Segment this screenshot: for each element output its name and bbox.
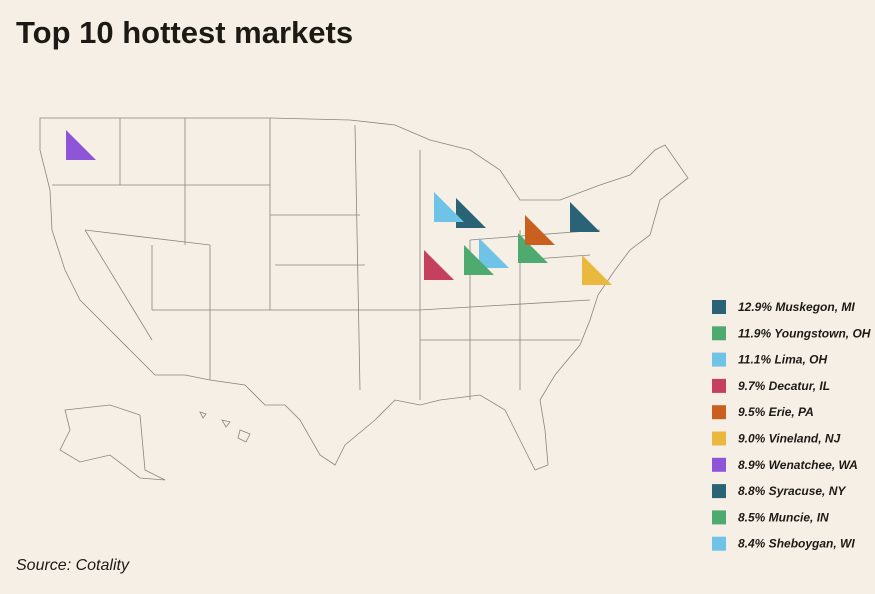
legend-swatch bbox=[712, 457, 726, 472]
market-marker bbox=[464, 245, 494, 275]
legend-swatch bbox=[712, 484, 726, 499]
legend-label: 11.1% Lima, OH bbox=[738, 353, 827, 367]
legend-label: 12.9% Muskegon, MI bbox=[738, 300, 855, 314]
legend-swatch bbox=[712, 510, 726, 525]
market-marker bbox=[570, 202, 600, 232]
legend-label: 8.5% Muncie, IN bbox=[738, 510, 829, 524]
legend-swatch bbox=[712, 352, 726, 367]
legend-swatch bbox=[712, 536, 726, 551]
markers bbox=[66, 130, 612, 285]
legend-label: 9.7% Decatur, IL bbox=[738, 379, 830, 393]
market-marker bbox=[582, 255, 612, 285]
market-marker bbox=[424, 250, 454, 280]
market-marker bbox=[456, 198, 486, 228]
market-marker bbox=[479, 238, 509, 268]
legend: 12.9% Muskegon, MI 11.9% Youngstown, OH 11… bbox=[712, 300, 871, 551]
market-marker bbox=[66, 130, 96, 160]
market-marker bbox=[525, 215, 555, 245]
legend-swatch bbox=[712, 326, 726, 341]
source: Source: Cotality bbox=[16, 557, 130, 574]
legend-label: 8.8% Syracuse, NY bbox=[738, 484, 846, 498]
legend-label: 8.4% Sheboygan, WI bbox=[738, 537, 855, 551]
market-marker bbox=[434, 192, 464, 222]
legend-swatch bbox=[712, 405, 726, 420]
legend-swatch bbox=[712, 378, 726, 393]
legend-label: 9.5% Erie, PA bbox=[738, 405, 814, 419]
legend-swatch bbox=[712, 300, 726, 314]
legend-label: 9.0% Vineland, NJ bbox=[738, 432, 841, 446]
title: Top 10 hottest markets bbox=[16, 15, 353, 50]
legend-label: 11.9% Youngstown, OH bbox=[738, 326, 871, 340]
us-map bbox=[39, 117, 689, 481]
legend-label: 8.9% Wenatchee, WA bbox=[738, 458, 858, 472]
legend-swatch bbox=[712, 431, 726, 446]
